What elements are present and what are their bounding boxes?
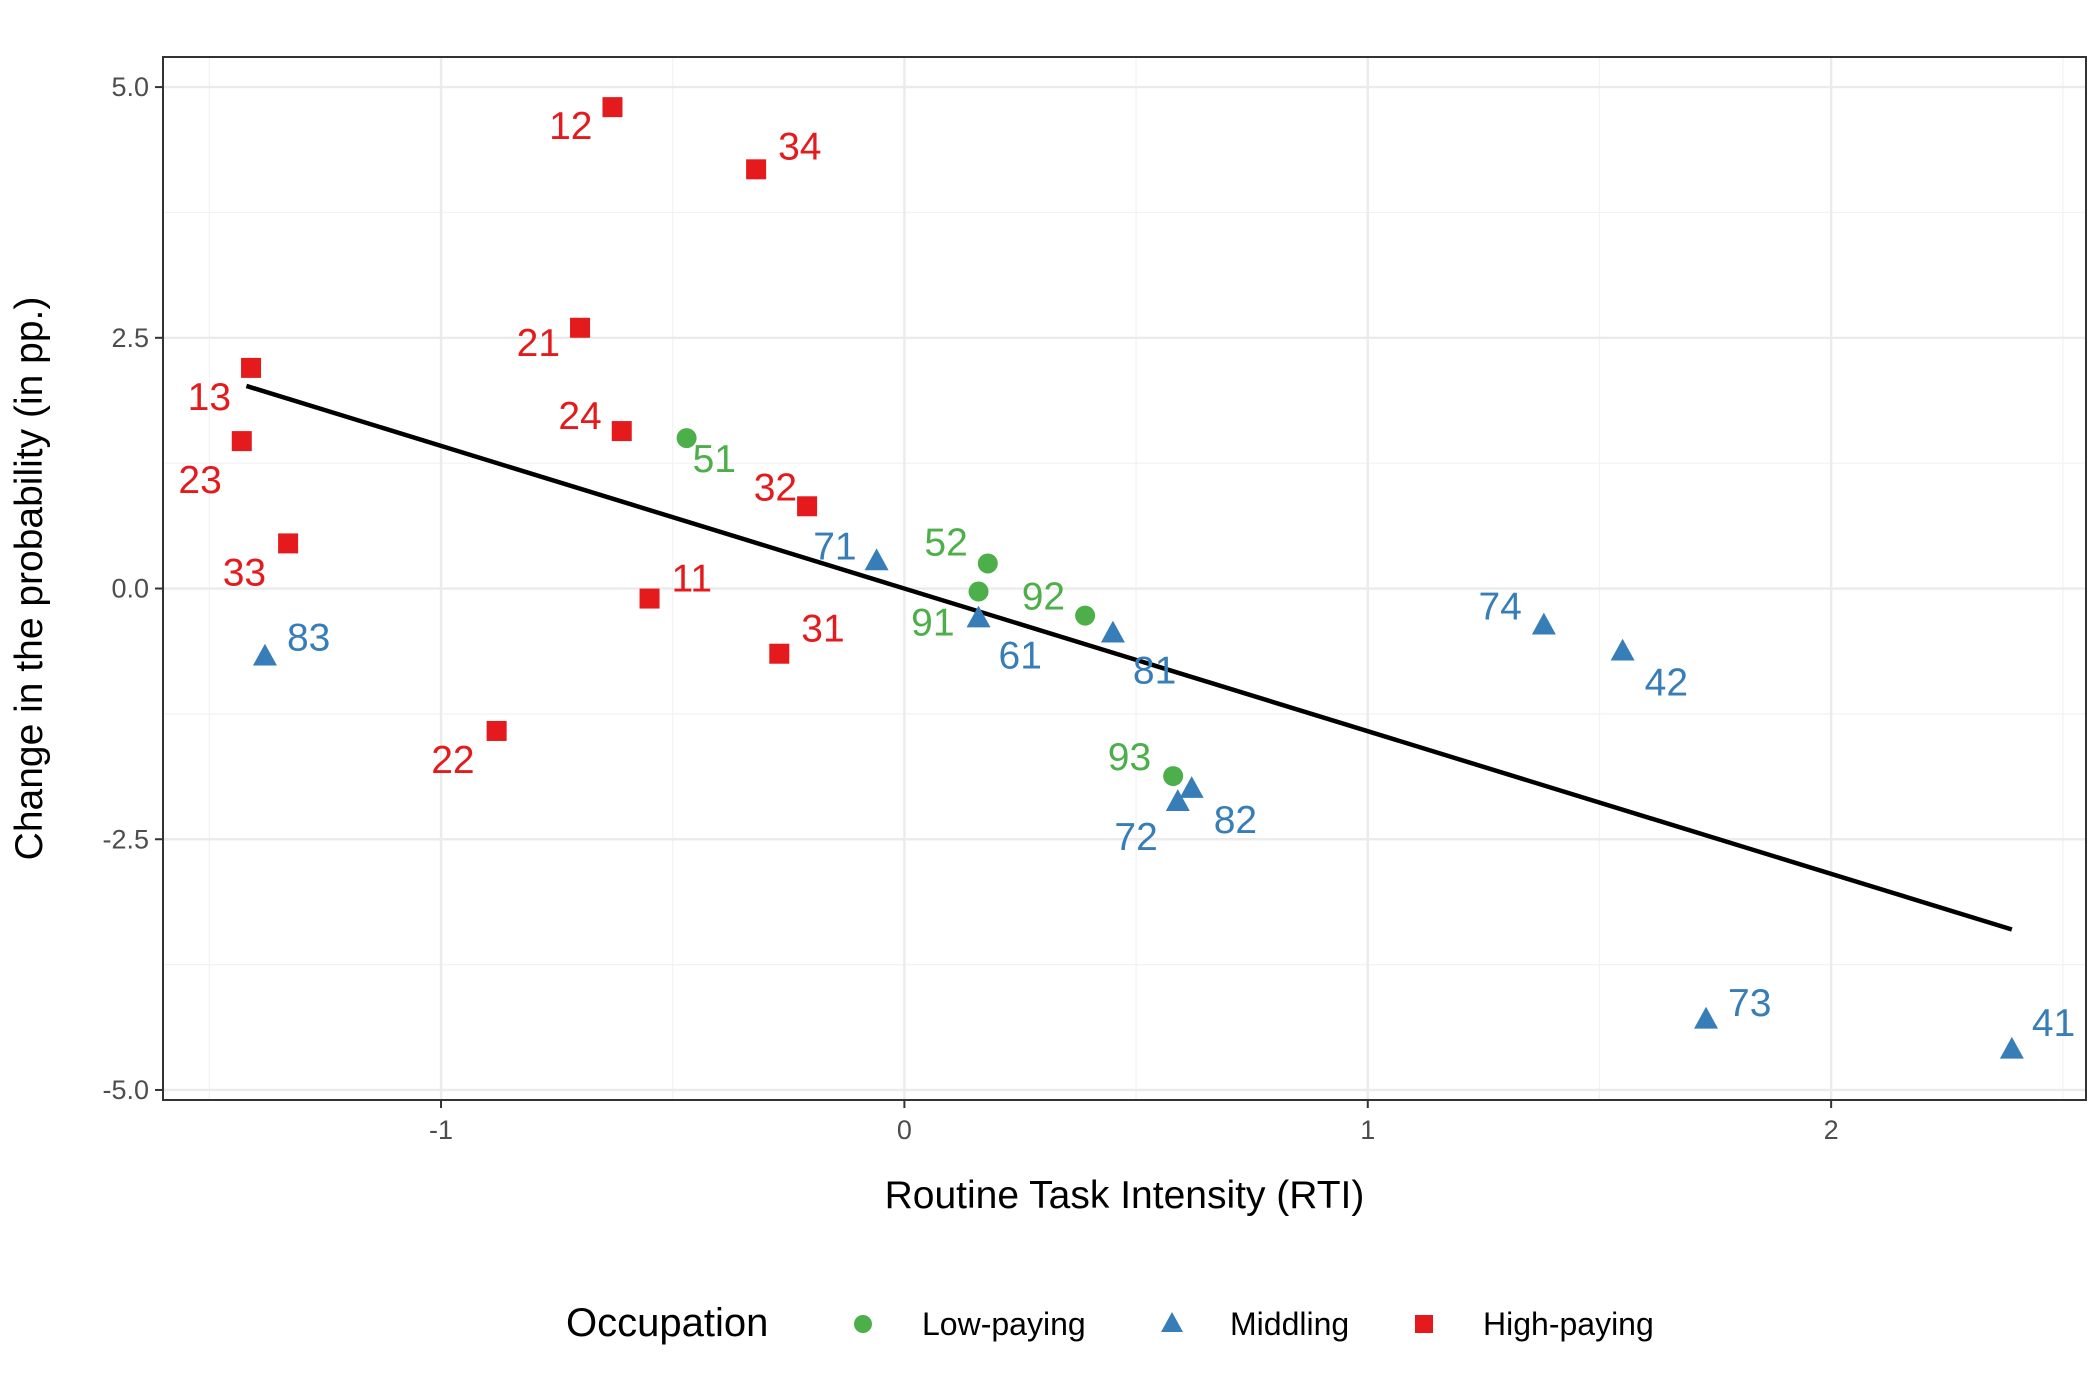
point-square — [639, 588, 660, 609]
legend-key-square — [1415, 1315, 1433, 1333]
point-triangle — [1610, 638, 1635, 661]
point-label: 42 — [1645, 662, 1688, 705]
point-square — [278, 533, 299, 554]
point-triangle — [1999, 1036, 2024, 1059]
point-label: 22 — [431, 739, 474, 782]
x-tick-label: 0 — [897, 1115, 912, 1145]
point-label: 72 — [1114, 816, 1157, 859]
legend-label: Low-paying — [922, 1306, 1086, 1342]
point-square — [602, 97, 623, 118]
point-triangle — [966, 605, 991, 628]
x-tick-label: -1 — [429, 1115, 453, 1145]
point-label: 24 — [558, 395, 601, 438]
point-label: 91 — [911, 602, 954, 645]
x-axis: -1 0 1 2 — [429, 1100, 1839, 1145]
legend: Occupation Low-paying Middling High-paying — [566, 1301, 1654, 1345]
point-triangle — [252, 643, 277, 666]
point-label: 71 — [813, 525, 856, 568]
x-tick-label: 1 — [1360, 1115, 1375, 1145]
legend-label: High-paying — [1483, 1306, 1654, 1342]
point-label: 61 — [999, 635, 1042, 678]
y-tick-label: 2.5 — [111, 323, 149, 353]
point-square — [241, 357, 262, 378]
point-label: 81 — [1133, 650, 1176, 693]
point-label: 32 — [754, 466, 797, 509]
grid-minor — [163, 57, 2086, 1100]
legend-item: Low-paying — [854, 1306, 1086, 1342]
point-triangle — [1694, 1006, 1719, 1029]
point-label: 12 — [549, 105, 592, 148]
legend-item: Middling — [1161, 1306, 1349, 1342]
point-square — [769, 643, 790, 664]
point-square — [486, 720, 507, 741]
y-tick-label: -5.0 — [102, 1075, 149, 1105]
legend-title: Occupation — [566, 1301, 768, 1345]
point-triangle — [1165, 789, 1190, 811]
point-label: 21 — [517, 322, 560, 365]
legend-key-triangle — [1161, 1312, 1183, 1332]
fit-line-layer — [245, 383, 2013, 932]
point-square — [746, 159, 767, 180]
y-axis-title: Change in the probability (in pp.) — [8, 297, 51, 861]
legend-key-circle — [854, 1315, 872, 1333]
plot-panel-border — [162, 56, 2087, 1101]
point-label: 34 — [778, 125, 821, 168]
x-axis-title: Routine Task Intensity (RTI) — [885, 1174, 1365, 1217]
point-square — [231, 431, 252, 452]
point-label: 83 — [287, 617, 330, 660]
point-label: 51 — [693, 438, 736, 481]
point-circle — [1163, 766, 1184, 787]
point-triangle — [864, 548, 889, 571]
legend-label: Middling — [1230, 1306, 1349, 1342]
point-label: 31 — [801, 608, 844, 651]
y-axis: 5.0 2.5 0.0 -2.5 -5.0 — [102, 72, 163, 1105]
legend-item: High-paying — [1415, 1306, 1654, 1342]
y-tick-label: 0.0 — [111, 574, 149, 604]
point-square — [611, 421, 632, 442]
y-tick-label: 5.0 — [111, 72, 149, 102]
point-circle — [1075, 605, 1096, 626]
point-label: 93 — [1108, 736, 1151, 779]
point-triangle — [1179, 776, 1204, 798]
point-label: 11 — [672, 558, 713, 601]
point-labels-layer: 51 52 91 92 93 83 71 61 81 72 82 74 42 73 41 12 34 21 13 24… — [178, 105, 2075, 1045]
point-label: 23 — [178, 459, 221, 502]
point-label: 92 — [1022, 576, 1065, 619]
point-square — [797, 496, 818, 517]
grid-major — [163, 57, 2086, 1100]
point-circle — [676, 428, 697, 449]
point-label: 52 — [924, 521, 967, 564]
point-label: 41 — [2032, 1002, 2075, 1045]
point-label: 73 — [1728, 982, 1771, 1025]
x-tick-label: 2 — [1824, 1115, 1839, 1145]
point-circle — [977, 553, 998, 574]
point-label: 33 — [223, 551, 266, 594]
points-layer — [231, 97, 2024, 1059]
point-triangle — [1531, 612, 1556, 635]
regression-line — [245, 383, 2013, 932]
point-label: 13 — [188, 376, 231, 419]
y-tick-label: -2.5 — [102, 824, 149, 854]
point-label: 74 — [1478, 586, 1521, 629]
point-square — [570, 317, 591, 338]
point-label: 82 — [1214, 799, 1257, 842]
point-circle — [968, 581, 989, 602]
point-triangle — [1100, 620, 1125, 643]
